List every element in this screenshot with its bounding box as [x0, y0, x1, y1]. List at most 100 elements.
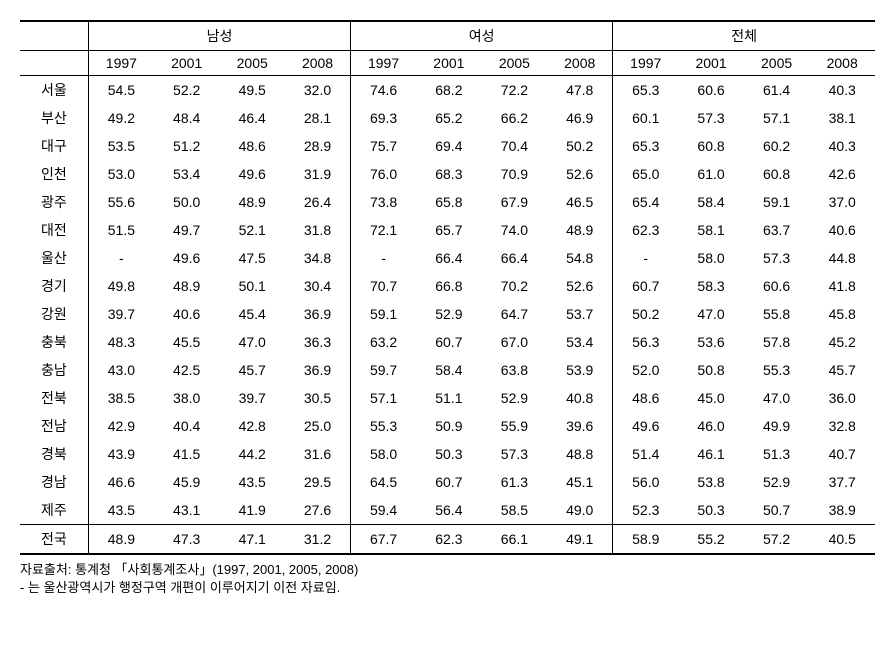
data-cell: 61.3	[482, 468, 548, 496]
data-cell: 50.1	[219, 272, 285, 300]
data-cell: 65.7	[416, 216, 482, 244]
data-cell: 70.7	[351, 272, 417, 300]
total-cell: 47.3	[154, 525, 220, 555]
data-cell: 51.4	[613, 440, 679, 468]
year-header: 2008	[809, 51, 875, 76]
data-cell: 32.0	[285, 76, 351, 105]
data-cell: 57.8	[744, 328, 810, 356]
data-cell: 68.2	[416, 76, 482, 105]
table-row: 충북48.345.547.036.363.260.767.053.456.353…	[20, 328, 875, 356]
data-cell: 50.2	[613, 300, 679, 328]
data-cell: 43.0	[88, 356, 154, 384]
data-cell: 59.1	[744, 188, 810, 216]
data-cell: 62.3	[613, 216, 679, 244]
data-cell: 44.8	[809, 244, 875, 272]
data-cell: 31.8	[285, 216, 351, 244]
data-cell: 63.7	[744, 216, 810, 244]
data-cell: 58.4	[416, 356, 482, 384]
data-cell: 50.2	[547, 132, 613, 160]
data-cell: 42.8	[219, 412, 285, 440]
data-cell: 64.7	[482, 300, 548, 328]
data-cell: 72.1	[351, 216, 417, 244]
region-label: 대구	[20, 132, 88, 160]
data-cell: 49.5	[219, 76, 285, 105]
region-label: 경북	[20, 440, 88, 468]
data-cell: 43.5	[219, 468, 285, 496]
data-cell: 55.8	[744, 300, 810, 328]
data-cell: 50.0	[154, 188, 220, 216]
data-cell: 36.9	[285, 356, 351, 384]
table-row: 충남43.042.545.736.959.758.463.853.952.050…	[20, 356, 875, 384]
data-cell: 36.3	[285, 328, 351, 356]
data-cell: 48.3	[88, 328, 154, 356]
data-table: 남성 여성 전체 1997 2001 2005 2008 1997 2001 2…	[20, 20, 875, 555]
data-cell: 52.9	[744, 468, 810, 496]
data-cell: 36.0	[809, 384, 875, 412]
data-cell: 42.6	[809, 160, 875, 188]
data-cell: 28.9	[285, 132, 351, 160]
data-cell: 46.4	[219, 104, 285, 132]
data-cell: 67.9	[482, 188, 548, 216]
data-cell: 57.3	[482, 440, 548, 468]
data-cell: 51.2	[154, 132, 220, 160]
data-cell: 74.6	[351, 76, 417, 105]
data-cell: 61.0	[678, 160, 744, 188]
year-header: 2001	[678, 51, 744, 76]
data-cell: 49.8	[88, 272, 154, 300]
data-cell: 61.4	[744, 76, 810, 105]
data-cell: 46.1	[678, 440, 744, 468]
data-cell: 60.8	[678, 132, 744, 160]
data-cell: 65.3	[613, 76, 679, 105]
data-cell: 44.2	[219, 440, 285, 468]
total-cell: 67.7	[351, 525, 417, 555]
table-row: 대전51.549.752.131.872.165.774.048.962.358…	[20, 216, 875, 244]
data-cell: 63.8	[482, 356, 548, 384]
total-cell: 48.9	[88, 525, 154, 555]
region-label: 서울	[20, 76, 88, 105]
data-cell: 58.3	[678, 272, 744, 300]
data-cell: 30.4	[285, 272, 351, 300]
year-header: 2005	[482, 51, 548, 76]
data-cell: 65.3	[613, 132, 679, 160]
region-label: 경기	[20, 272, 88, 300]
data-cell: 56.0	[613, 468, 679, 496]
data-cell: 45.7	[809, 356, 875, 384]
data-cell: 49.9	[744, 412, 810, 440]
data-cell: 65.0	[613, 160, 679, 188]
year-corner-cell	[20, 51, 88, 76]
total-cell: 66.1	[482, 525, 548, 555]
data-cell: 52.6	[547, 272, 613, 300]
data-cell: 37.0	[809, 188, 875, 216]
data-cell: 53.8	[678, 468, 744, 496]
data-cell: 51.3	[744, 440, 810, 468]
total-cell: 47.1	[219, 525, 285, 555]
data-cell: 48.8	[547, 440, 613, 468]
total-cell: 55.2	[678, 525, 744, 555]
data-cell: 57.3	[744, 244, 810, 272]
data-cell: 47.0	[744, 384, 810, 412]
data-cell: 57.1	[744, 104, 810, 132]
table-row: 부산49.248.446.428.169.365.266.246.960.157…	[20, 104, 875, 132]
data-cell: 66.2	[482, 104, 548, 132]
data-cell: -	[88, 244, 154, 272]
total-cell: 58.9	[613, 525, 679, 555]
data-cell: 58.4	[678, 188, 744, 216]
data-cell: 45.0	[678, 384, 744, 412]
region-label: 충북	[20, 328, 88, 356]
data-cell: 57.1	[351, 384, 417, 412]
data-cell: 53.4	[547, 328, 613, 356]
group-header-row: 남성 여성 전체	[20, 21, 875, 51]
data-cell: 46.5	[547, 188, 613, 216]
data-cell: 40.3	[809, 76, 875, 105]
data-cell: 55.9	[482, 412, 548, 440]
data-cell: 43.5	[88, 496, 154, 525]
data-cell: 75.7	[351, 132, 417, 160]
data-cell: 69.4	[416, 132, 482, 160]
table-row: 제주43.543.141.927.659.456.458.549.052.350…	[20, 496, 875, 525]
data-cell: 39.7	[88, 300, 154, 328]
data-cell: 49.6	[613, 412, 679, 440]
data-cell: 38.9	[809, 496, 875, 525]
data-cell: 28.1	[285, 104, 351, 132]
data-cell: 47.5	[219, 244, 285, 272]
data-cell: 49.7	[154, 216, 220, 244]
